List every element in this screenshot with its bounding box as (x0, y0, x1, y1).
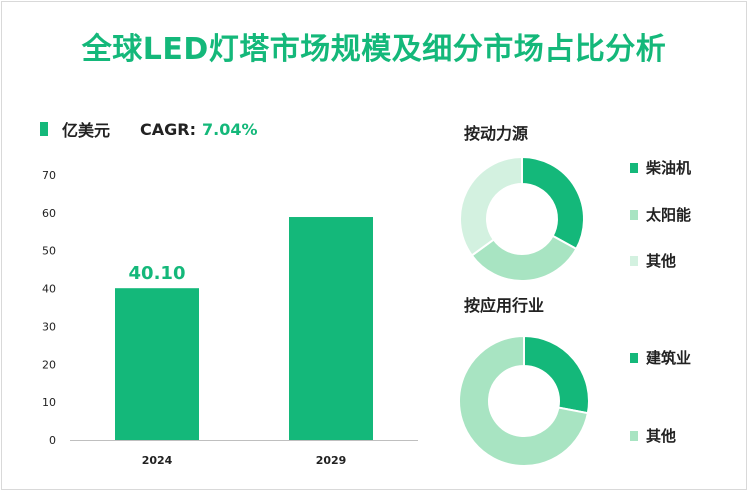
donut-chart-power-source (459, 155, 585, 282)
y-tick-label: 0 (49, 434, 56, 447)
y-tick-label: 50 (42, 245, 56, 258)
slice-柴油机 (521, 155, 585, 251)
legend-label: 太阳能 (646, 206, 692, 224)
slice-其他 (458, 334, 590, 467)
bar-legend: 亿美元 CAGR: 7.04% (40, 118, 258, 140)
donut-title-industry: 按应用行业 (464, 296, 545, 315)
donut-chart-industry (458, 334, 590, 467)
data-label-2024: 40.10 (129, 263, 186, 284)
y-tick-label: 20 (42, 358, 56, 371)
legend-swatch (630, 255, 638, 266)
legend-item-太阳能: 太阳能 (630, 204, 691, 225)
cagr-label: CAGR: (140, 119, 196, 139)
legend-swatch (630, 352, 638, 363)
legend-label: 建筑业 (646, 349, 692, 367)
cagr-value: 7.04% (202, 119, 258, 139)
legend-swatch (630, 209, 638, 220)
legend-swatch (630, 430, 638, 441)
donut-title-power-source: 按动力源 (464, 124, 529, 143)
legend-item-其他: 其他 (630, 250, 676, 271)
bar-chart: 0 10 20 30 40 50 60 70 2024 40.10 2029 (42, 169, 418, 467)
legend-item-柴油机: 柴油机 (630, 157, 691, 178)
bar-2029 (289, 217, 373, 440)
legend-swatch (630, 162, 638, 173)
y-tick-label: 30 (42, 320, 56, 333)
y-tick-label: 70 (42, 169, 56, 182)
legend-label: 其他 (646, 427, 677, 445)
legend-label: 其他 (646, 252, 677, 270)
x-tick-label: 2029 (316, 454, 347, 467)
y-tick-label: 10 (42, 396, 56, 409)
legend-unit: 亿美元 (62, 121, 111, 140)
legend-item-建筑业: 建筑业 (630, 347, 691, 368)
legend-label: 柴油机 (646, 159, 692, 177)
x-tick-label: 2024 (142, 454, 173, 467)
chart-title: 全球LED灯塔市场规模及细分市场占比分析 (81, 32, 667, 67)
legend-swatch (40, 122, 48, 136)
legend-item-其他: 其他 (630, 425, 676, 446)
slice-其他 (459, 155, 523, 257)
bar-2024 (115, 288, 199, 440)
y-tick-label: 40 (42, 283, 56, 296)
slice-建筑业 (523, 334, 590, 415)
y-tick-label: 60 (42, 207, 56, 220)
